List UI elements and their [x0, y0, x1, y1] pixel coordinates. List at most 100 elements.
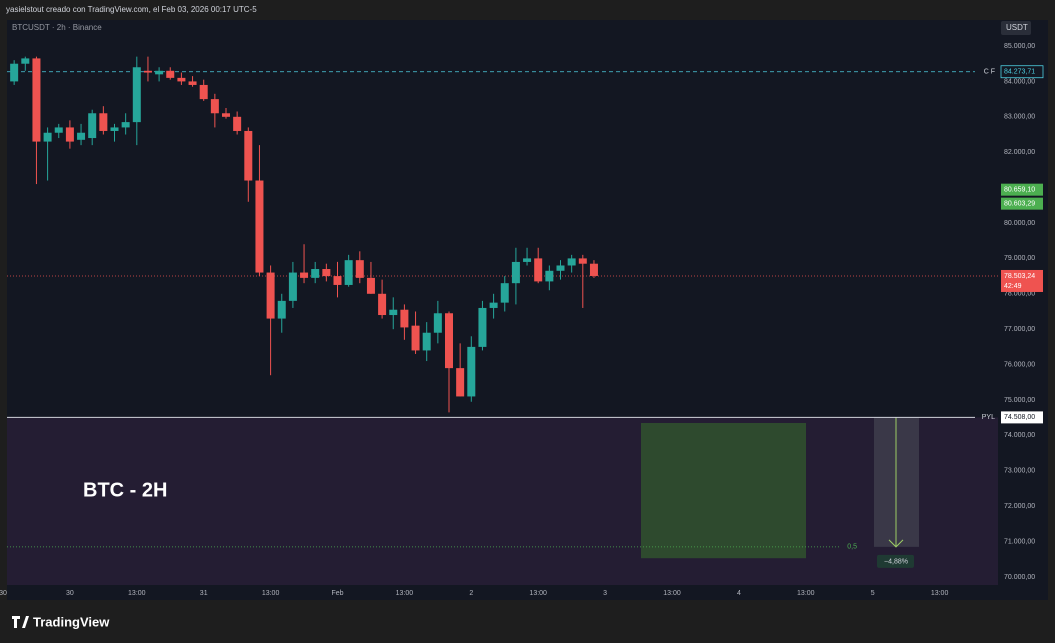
- candle-body: [222, 113, 230, 117]
- axis-price-label: 84.273,71: [1004, 69, 1035, 76]
- y-tick-label: 82.000,00: [1004, 149, 1035, 156]
- axis-marker-label: 80.603,29: [1004, 200, 1035, 207]
- x-tick-label: 13:00: [931, 590, 949, 597]
- annotation: BTC - 2H: [83, 479, 167, 501]
- candle-body: [366, 277, 375, 294]
- candle-body: [378, 293, 387, 316]
- candle-body: [77, 132, 86, 140]
- candle-body: [99, 113, 108, 131]
- candle-body: [121, 122, 130, 128]
- candle-body: [266, 272, 275, 319]
- candle-body: [43, 132, 52, 142]
- x-tick-label: Feb: [331, 590, 343, 597]
- candle-body: [355, 260, 364, 278]
- candle-body: [199, 84, 208, 100]
- price-line-label: PYL: [982, 414, 995, 421]
- candle-body: [277, 300, 286, 319]
- candle-body: [110, 127, 119, 131]
- x-tick-label: 30: [0, 590, 7, 597]
- candle-body: [255, 180, 264, 273]
- target-box: [641, 422, 806, 559]
- x-tick-label: 2: [469, 590, 473, 597]
- x-tick-label: 30: [66, 590, 74, 597]
- candle-body: [210, 99, 219, 114]
- candle-body: [155, 70, 164, 75]
- price-axis: [998, 20, 1048, 585]
- candle-body: [545, 270, 554, 282]
- candle-body: [445, 313, 453, 369]
- candle-body: [534, 258, 543, 282]
- y-tick-label: 79.000,00: [1004, 255, 1035, 262]
- countdown: 42:49: [1004, 283, 1022, 290]
- candle-body: [478, 307, 487, 347]
- arrow-head: [888, 539, 904, 548]
- price-line-label: 0,5: [847, 544, 857, 551]
- candle-body: [32, 58, 41, 142]
- projection-label: −4,88%: [884, 559, 908, 566]
- candle-body: [589, 263, 598, 276]
- y-tick-label: 76.000,00: [1004, 361, 1035, 368]
- y-tick-label: 74.000,00: [1004, 432, 1035, 439]
- candle-body: [578, 258, 587, 264]
- axis-price-label: 78.503,24: [1004, 273, 1035, 280]
- price-line-label: C F: [984, 69, 995, 76]
- candle-body: [333, 276, 342, 285]
- candle-body: [389, 309, 398, 316]
- candle-body: [188, 81, 197, 85]
- candle-body: [567, 258, 576, 266]
- y-tick-label: 84.000,00: [1004, 78, 1035, 85]
- x-tick-label: 13:00: [529, 590, 547, 597]
- y-tick-label: 77.000,00: [1004, 326, 1035, 333]
- axis-price-label-bg: [1000, 65, 1044, 79]
- zone: [7, 417, 998, 585]
- x-tick-label: 31: [200, 590, 208, 597]
- axis-price-label-bg: [1001, 269, 1043, 292]
- x-tick-label: 13:00: [128, 590, 146, 597]
- candle-body: [244, 130, 253, 181]
- x-tick-label: 13:00: [262, 590, 280, 597]
- y-tick-label: 85.000,00: [1004, 43, 1035, 50]
- header: yasielstout creado con TradingView.com, …: [6, 5, 257, 14]
- brand: TradingView: [33, 614, 110, 629]
- x-tick-label: 13:00: [797, 590, 815, 597]
- y-tick-label: 78.000,00: [1004, 291, 1035, 298]
- candle-body: [54, 127, 63, 133]
- axis-price-label-bg: [1001, 411, 1043, 424]
- candle-body: [456, 368, 465, 397]
- candle-body: [132, 67, 141, 123]
- y-tick-label: 71.000,00: [1004, 538, 1035, 545]
- candle-body: [177, 77, 186, 82]
- candle-body: [21, 58, 30, 64]
- candle-body: [411, 325, 420, 351]
- x-tick-label: 13:00: [663, 590, 681, 597]
- candle-body: [166, 70, 175, 78]
- x-tick-label: 3: [603, 590, 607, 597]
- y-tick-label: 75.000,00: [1004, 397, 1035, 404]
- logo-icon: [12, 616, 29, 628]
- candle-body: [311, 269, 320, 278]
- y-tick-label: 83.000,00: [1004, 114, 1035, 121]
- candle-body: [143, 70, 152, 73]
- candle-body: [511, 261, 520, 284]
- candle-body: [10, 63, 19, 82]
- chart-title: BTCUSDT · 2h · Binance: [12, 23, 102, 32]
- candle-body: [344, 260, 353, 285]
- candle-body: [489, 302, 498, 308]
- y-tick-label: 80.000,00: [1004, 220, 1035, 227]
- x-tick-label: 4: [737, 590, 741, 597]
- candle-body: [233, 116, 242, 131]
- axis-marker-label: 80.659,10: [1004, 187, 1035, 194]
- currency-badge: [1001, 21, 1031, 35]
- candle-body: [88, 113, 97, 139]
- axis-marker-bg: [1001, 197, 1043, 210]
- currency: USDT: [1006, 23, 1028, 32]
- axis-price-label: 74.508,00: [1004, 414, 1035, 421]
- time-axis: [7, 585, 1048, 600]
- x-tick-label: 5: [871, 590, 875, 597]
- candle-body: [556, 265, 565, 271]
- y-tick-label: 70.000,00: [1004, 574, 1035, 581]
- x-tick-label: 13:00: [396, 590, 414, 597]
- candle-body: [467, 346, 476, 397]
- candle-body: [433, 313, 442, 333]
